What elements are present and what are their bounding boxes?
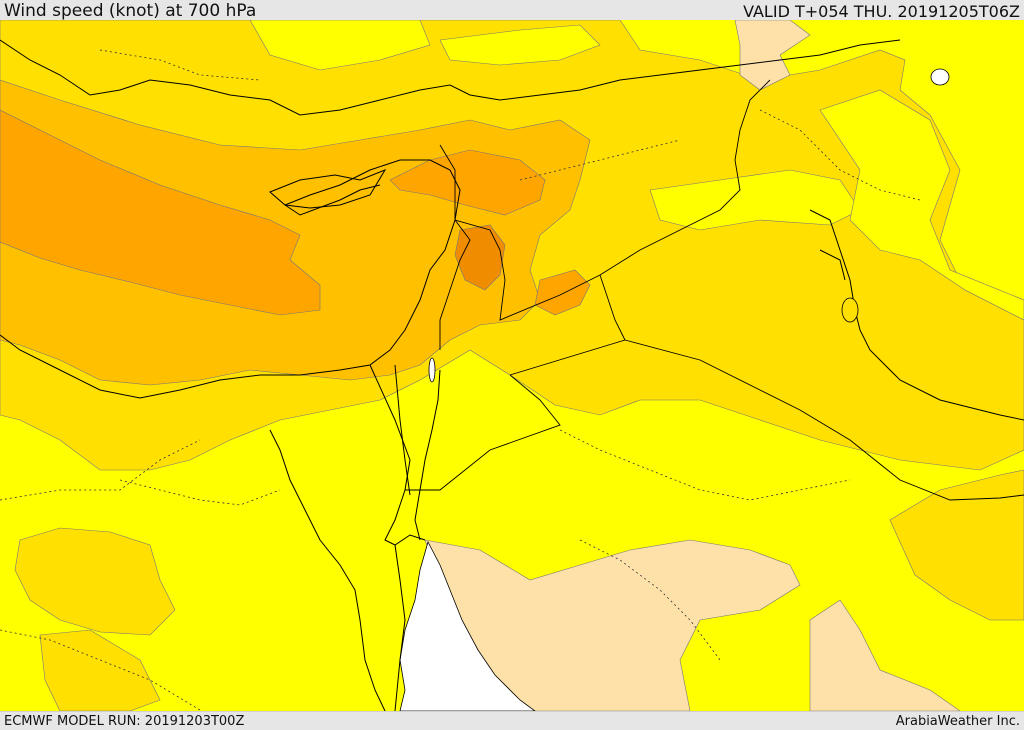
valid-time-label: VALID T+054 THU. 20191205T06Z	[743, 2, 1020, 21]
cyprus-island	[269, 168, 387, 209]
country-borders	[405, 79, 1024, 501]
map-canvas	[0, 20, 1024, 711]
coastlines	[0, 39, 1024, 711]
wind-band-low-patch-turkey	[649, 169, 861, 231]
red-sea-area	[399, 540, 536, 711]
wind-band-medium-southwest-1	[14, 527, 176, 636]
wind-speed-map	[0, 20, 1024, 711]
credit-label: ArabiaWeather Inc.	[895, 714, 1020, 729]
wind-band-low-patch-east	[819, 89, 1024, 321]
wind-band-medium-southwest-2	[39, 629, 161, 711]
wind-band-higher-core	[0, 109, 321, 316]
map-title: Wind speed (knot) at 700 hPa	[4, 1, 257, 21]
wind-band-low-patch-black-sea	[439, 24, 601, 66]
wind-band-medium-southeast	[889, 469, 1024, 621]
lake-van	[930, 68, 950, 86]
header-bar: Wind speed (knot) at 700 hPa VALID T+054…	[0, 0, 1024, 21]
admin-boundaries	[0, 49, 921, 711]
lake-thar-thar	[841, 297, 859, 323]
wind-band-highest-syria	[454, 224, 506, 291]
footer-bar: ECMWF MODEL RUN: 20191203T00Z ArabiaWeat…	[0, 711, 1024, 730]
wind-band-lowest-arabia-south	[809, 599, 961, 711]
wind-band-lowest-north	[734, 20, 811, 91]
dead-sea	[428, 357, 436, 383]
wind-band-higher-levant	[389, 149, 546, 216]
wind-band-low-patch-top	[249, 20, 431, 71]
model-run-label: ECMWF MODEL RUN: 20191203T00Z	[4, 714, 245, 729]
